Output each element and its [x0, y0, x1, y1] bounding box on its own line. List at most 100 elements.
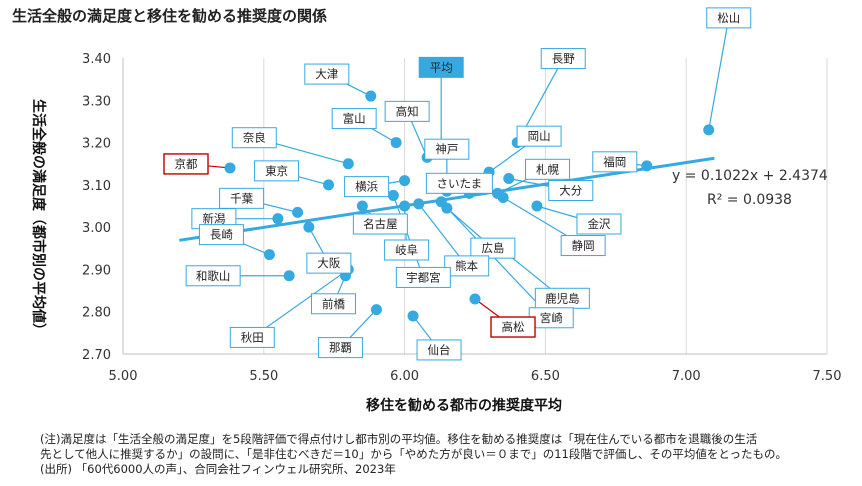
city-label: 大津: [315, 67, 338, 81]
city-label: 金沢: [587, 217, 610, 231]
callout-box: [425, 172, 493, 194]
note-line-2: 先として他人に推奨するか」の設問に、「是非住むべきだ＝10」から「やめた方が良い…: [40, 447, 787, 461]
city-callout: 大阪: [306, 252, 352, 274]
callout-box: [352, 213, 408, 235]
city-callout: 千葉: [219, 187, 265, 209]
callout-box: [331, 108, 377, 130]
callout-box: [424, 138, 470, 160]
data-point: [292, 206, 304, 218]
data-point: [413, 198, 425, 210]
data-point: [531, 200, 543, 212]
callout-box: [560, 235, 606, 257]
data-point: [641, 160, 653, 172]
leader-line: [440, 201, 552, 319]
city-label: 札幌: [536, 162, 559, 176]
city-label: 京都: [175, 157, 198, 171]
x-axis-label: 移住を勧める都市の推奨度平均: [366, 397, 562, 414]
city-callout: 岡山: [516, 125, 562, 147]
callout-box: [418, 56, 464, 78]
city-label: 大分: [559, 184, 582, 198]
callout-box: [384, 100, 430, 122]
city-label: 長野: [552, 52, 575, 66]
trendline-equation: y = 0.1022x + 2.4374: [672, 168, 828, 184]
callout-box: [395, 266, 451, 288]
x-tick-label: 5.00: [109, 369, 138, 384]
data-point: [387, 189, 399, 201]
data-point: [263, 249, 275, 261]
callout-box: [306, 252, 352, 274]
callout-box: [231, 127, 277, 149]
city-callout: 新潟: [191, 208, 237, 230]
city-label: 千葉: [230, 191, 253, 205]
callout-box: [540, 48, 586, 70]
city-label: 大阪: [317, 256, 340, 270]
x-tick-label: 5.50: [249, 369, 278, 384]
city-label: さいたま: [437, 176, 483, 190]
callout-box: [384, 239, 430, 261]
city-callout: 那覇: [317, 337, 363, 359]
city-label: 松山: [717, 11, 740, 25]
city-label: 高知: [396, 104, 419, 118]
data-point: [323, 179, 335, 191]
data-point: [399, 200, 411, 212]
city-callout: 宮崎: [528, 307, 574, 329]
callout-box: [516, 125, 562, 147]
city-label: 鹿児島: [545, 291, 580, 305]
callout-box: [304, 63, 350, 85]
city-callout: 大分: [548, 180, 594, 202]
data-point: [703, 124, 715, 136]
city-callout: 東京: [254, 160, 300, 182]
data-point: [342, 158, 354, 170]
city-callout: 神戸: [424, 138, 470, 160]
note-line-1: (注)満足度は「生活全般の満足度」を5段階評価で得点付けし都市別の平均値。移住を…: [40, 432, 758, 446]
callout-box: [525, 158, 571, 180]
data-point: [469, 293, 481, 305]
city-callout: 富山: [331, 108, 377, 130]
city-label: 奈良: [243, 131, 266, 145]
city-label: 岐阜: [395, 243, 418, 257]
trendline-r2: R² = 0.0938: [707, 192, 792, 208]
data-point: [503, 173, 515, 185]
y-tick-label: 3.40: [82, 52, 111, 67]
data-point: [365, 90, 377, 102]
data-point: [370, 304, 382, 316]
city-callout: 静岡: [560, 235, 606, 257]
city-callout: 長野: [540, 48, 586, 70]
data-point: [407, 310, 419, 322]
city-label: 和歌山: [196, 269, 231, 283]
city-label: 岡山: [528, 129, 551, 143]
point-layer: [224, 90, 715, 322]
y-tick-label: 2.70: [82, 348, 111, 363]
city-callout: 高松: [490, 316, 536, 338]
y-tick-label: 3.20: [82, 137, 111, 152]
city-callout: 札幌: [525, 158, 571, 180]
city-callout: 鹿児島: [534, 287, 590, 309]
note-line-3: (出所) 「60代6000人の声」、合同会社フィンウェル研究所、2023年: [40, 462, 396, 476]
city-callout: 福岡: [592, 151, 638, 173]
callout-box: [444, 255, 490, 277]
callout-box: [185, 265, 241, 287]
data-point: [303, 221, 315, 233]
city-callout: 宇都宮: [395, 266, 451, 288]
x-tick-label: 6.50: [531, 369, 560, 384]
city-label: 宮崎: [540, 311, 563, 325]
data-point: [356, 200, 368, 212]
data-point: [272, 213, 284, 225]
city-callout: 名古屋: [352, 213, 408, 235]
callout-box: [163, 153, 209, 175]
city-callout: 秋田: [229, 326, 275, 348]
city-label: 宇都宮: [406, 270, 441, 284]
city-label: 仙台: [428, 343, 451, 357]
city-label: 東京: [265, 164, 288, 178]
city-label: 静岡: [572, 239, 595, 253]
callout-box: [548, 180, 594, 202]
city-label: 神戸: [435, 142, 458, 156]
callout-box: [416, 339, 462, 361]
y-tick-label: 3.00: [82, 221, 111, 236]
city-label: 那覇: [329, 341, 352, 355]
callout-box: [219, 187, 265, 209]
leader-line: [392, 195, 424, 278]
y-tick-label: 2.90: [82, 263, 111, 278]
